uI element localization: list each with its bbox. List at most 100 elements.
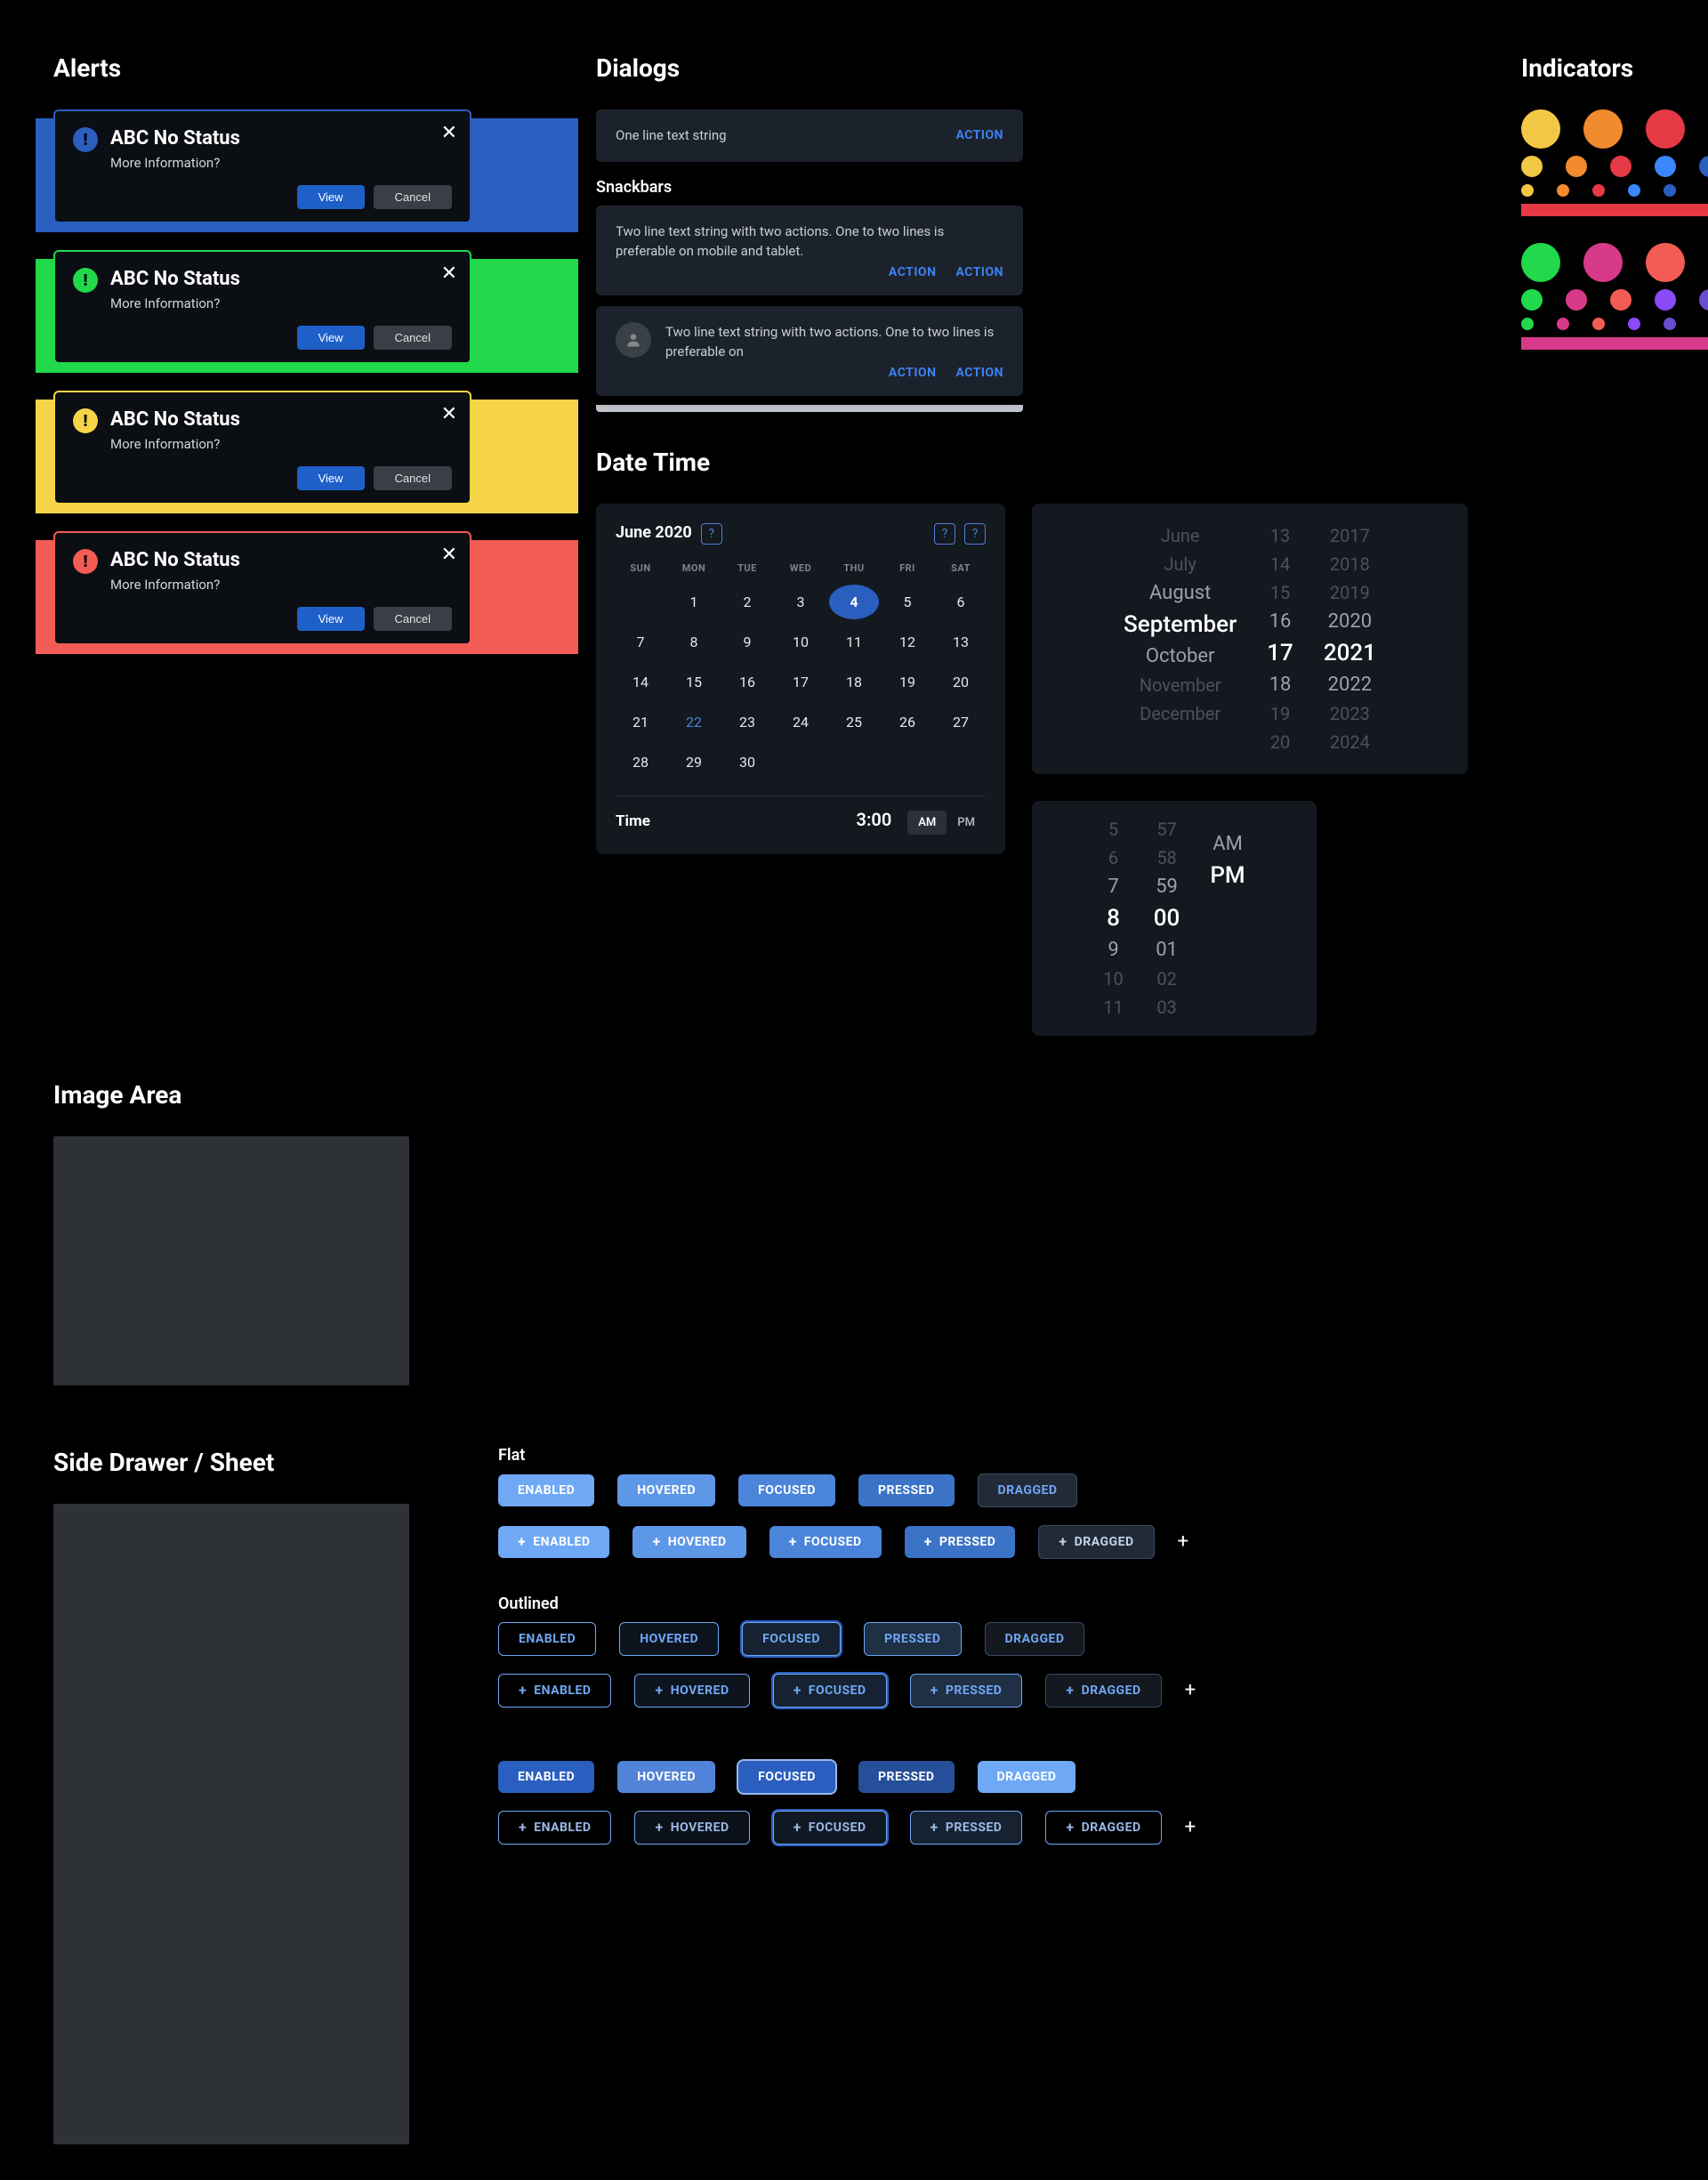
- calendar-day[interactable]: 23: [722, 705, 772, 739]
- wheel-item[interactable]: PM: [1210, 859, 1245, 892]
- calendar-day[interactable]: 3: [776, 585, 826, 619]
- snackbar-action-1[interactable]: ACTION: [889, 265, 937, 279]
- chip-hovered[interactable]: HOVERED: [617, 1761, 715, 1793]
- wheel-item[interactable]: 59: [1154, 872, 1180, 901]
- chip-pressed[interactable]: PRESSED: [864, 1622, 962, 1656]
- calendar-day[interactable]: 21: [616, 705, 665, 739]
- chip-dragged[interactable]: +DRAGGED: [1045, 1811, 1161, 1845]
- wheel-item[interactable]: July: [1124, 550, 1237, 578]
- wheel-item[interactable]: 18: [1267, 670, 1293, 699]
- dialog-action[interactable]: ACTION: [955, 128, 1003, 142]
- calendar-day[interactable]: 8: [669, 625, 719, 659]
- calendar-day[interactable]: 28: [616, 745, 665, 779]
- chip-enabled[interactable]: ENABLED: [498, 1474, 594, 1506]
- wheel-item[interactable]: 2019: [1324, 578, 1376, 607]
- chip-dragged[interactable]: +DRAGGED: [1045, 1674, 1161, 1708]
- wheel-item[interactable]: 03: [1154, 993, 1180, 1021]
- wheel-item[interactable]: June: [1124, 521, 1237, 550]
- chip-dragged[interactable]: DRAGGED: [985, 1622, 1085, 1656]
- cancel-button[interactable]: Cancel: [374, 466, 452, 490]
- calendar-day[interactable]: 29: [669, 745, 719, 779]
- time-wheel[interactable]: 56789101157585900010203AMPM: [1032, 801, 1317, 1036]
- calendar-time-value[interactable]: 3:00: [857, 809, 892, 830]
- calendar-help-icon[interactable]: ?: [701, 523, 722, 545]
- wheel-item[interactable]: 20: [1267, 728, 1293, 756]
- chip-enabled[interactable]: +ENABLED: [498, 1526, 609, 1558]
- wheel-item[interactable]: 01: [1154, 935, 1180, 965]
- wheel-item[interactable]: 02: [1154, 965, 1180, 993]
- wheel-item[interactable]: 57: [1154, 815, 1180, 844]
- chip-hovered[interactable]: +HOVERED: [634, 1811, 749, 1845]
- wheel-item[interactable]: 58: [1154, 844, 1180, 872]
- chip-pressed[interactable]: PRESSED: [858, 1474, 955, 1506]
- snackbar-action-2[interactable]: ACTION: [955, 265, 1003, 279]
- calendar-day[interactable]: 18: [829, 665, 879, 699]
- chip-focused[interactable]: +FOCUSED: [773, 1811, 887, 1845]
- chip-focused[interactable]: FOCUSED: [738, 1761, 835, 1793]
- wheel-item[interactable]: 00: [1154, 901, 1180, 935]
- calendar-prev-icon[interactable]: ?: [934, 523, 955, 545]
- wheel-item[interactable]: 2018: [1324, 550, 1376, 578]
- calendar-next-icon[interactable]: ?: [964, 523, 986, 545]
- plus-icon[interactable]: +: [1185, 1816, 1196, 1838]
- chip-pressed[interactable]: +PRESSED: [905, 1526, 1016, 1558]
- wheel-item[interactable]: 16: [1267, 607, 1293, 636]
- chip-focused[interactable]: FOCUSED: [742, 1622, 841, 1656]
- chip-focused[interactable]: +FOCUSED: [773, 1674, 887, 1708]
- snackbar-avatar-action-1[interactable]: ACTION: [889, 366, 937, 380]
- chip-enabled[interactable]: +ENABLED: [498, 1811, 611, 1845]
- calendar-day[interactable]: 19: [882, 665, 932, 699]
- wheel-item[interactable]: November: [1124, 671, 1237, 699]
- wheel-item[interactable]: 10: [1103, 965, 1123, 993]
- calendar-day[interactable]: 12: [882, 625, 932, 659]
- close-icon[interactable]: ✕: [441, 262, 457, 285]
- calendar-day[interactable]: 15: [669, 665, 719, 699]
- wheel-item[interactable]: 6: [1103, 844, 1123, 872]
- chip-enabled[interactable]: ENABLED: [498, 1761, 594, 1793]
- calendar-day[interactable]: 22: [669, 705, 719, 739]
- chip-pressed[interactable]: PRESSED: [858, 1761, 955, 1793]
- wheel-item[interactable]: 7: [1103, 872, 1123, 901]
- calendar-day[interactable]: 13: [936, 625, 986, 659]
- calendar-day[interactable]: 4: [829, 585, 879, 619]
- view-button[interactable]: View: [297, 185, 365, 209]
- cancel-button[interactable]: Cancel: [374, 326, 452, 350]
- cancel-button[interactable]: Cancel: [374, 185, 452, 209]
- calendar-day[interactable]: 25: [829, 705, 879, 739]
- plus-icon[interactable]: +: [1185, 1679, 1196, 1701]
- chip-hovered[interactable]: +HOVERED: [634, 1674, 749, 1708]
- view-button[interactable]: View: [297, 326, 365, 350]
- calendar-day[interactable]: 17: [776, 665, 826, 699]
- calendar-pm-toggle[interactable]: PM: [947, 811, 986, 835]
- close-icon[interactable]: ✕: [441, 544, 457, 566]
- chip-focused[interactable]: +FOCUSED: [769, 1526, 882, 1558]
- wheel-item[interactable]: 17: [1267, 636, 1293, 670]
- view-button[interactable]: View: [297, 607, 365, 631]
- chip-hovered[interactable]: HOVERED: [619, 1622, 719, 1656]
- wheel-item[interactable]: [1210, 822, 1245, 829]
- chip-enabled[interactable]: ENABLED: [498, 1622, 596, 1656]
- plus-icon[interactable]: +: [1178, 1530, 1188, 1553]
- wheel-item[interactable]: October: [1124, 642, 1237, 671]
- close-icon[interactable]: ✕: [441, 403, 457, 425]
- calendar-day[interactable]: 30: [722, 745, 772, 779]
- calendar-day[interactable]: 1: [669, 585, 719, 619]
- wheel-item[interactable]: 2022: [1324, 670, 1376, 699]
- calendar-day[interactable]: 14: [616, 665, 665, 699]
- view-button[interactable]: View: [297, 466, 365, 490]
- wheel-item[interactable]: 2021: [1324, 636, 1376, 670]
- wheel-item[interactable]: [1210, 900, 1245, 907]
- calendar-day[interactable]: 27: [936, 705, 986, 739]
- calendar-day[interactable]: 9: [722, 625, 772, 659]
- calendar-day[interactable]: 26: [882, 705, 932, 739]
- wheel-item[interactable]: 19: [1267, 699, 1293, 728]
- chip-enabled[interactable]: +ENABLED: [498, 1674, 611, 1708]
- wheel-item[interactable]: September: [1124, 608, 1237, 642]
- date-wheel[interactable]: JuneJulyAugustSeptemberOctoberNovemberDe…: [1032, 504, 1468, 774]
- wheel-item[interactable]: 15: [1267, 578, 1293, 607]
- calendar-am-toggle[interactable]: AM: [907, 811, 947, 835]
- wheel-item[interactable]: 13: [1267, 521, 1293, 550]
- wheel-item[interactable]: [1210, 907, 1245, 914]
- wheel-item[interactable]: 2020: [1324, 607, 1376, 636]
- wheel-item[interactable]: 14: [1267, 550, 1293, 578]
